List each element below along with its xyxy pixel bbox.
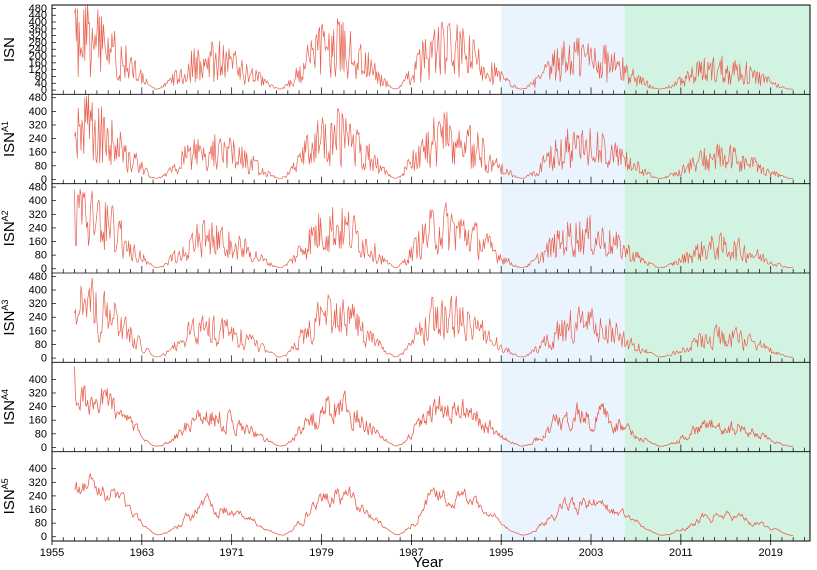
- plot-frame: [51, 4, 811, 542]
- y-title-base: ISN: [1, 489, 18, 514]
- x-tick-label: 1955: [40, 547, 64, 559]
- y-tick-label: 160: [29, 236, 47, 248]
- y-tick-label: 160: [29, 147, 47, 159]
- y-title-superscript: A4: [0, 389, 10, 400]
- y-tick-label: 400: [29, 17, 47, 29]
- y-tick-label: 80: [35, 339, 47, 351]
- series-layer: [74, 4, 794, 536]
- x-tick-label: 1995: [489, 547, 513, 559]
- y-tick-label: 320: [29, 30, 47, 42]
- x-tick-label: 2019: [758, 547, 782, 559]
- y-tick-label: 400: [29, 463, 47, 475]
- y-title-superscript: A1: [0, 121, 10, 132]
- x-tick-label: 2003: [579, 547, 603, 559]
- y-tick-label: 320: [29, 477, 47, 489]
- y-tick-label: 0: [41, 442, 47, 454]
- y-axis-title: ISNA4: [0, 389, 18, 425]
- y-tick-label: 240: [29, 222, 47, 234]
- y-tick-label: 320: [29, 119, 47, 131]
- y-tick-label: 440: [29, 10, 47, 22]
- y-tick-label: 480: [29, 92, 47, 104]
- y-tick-label: 240: [29, 44, 47, 56]
- y-tick-label: 360: [29, 23, 47, 35]
- y-tick-label: 240: [29, 490, 47, 502]
- y-axis-title: ISNA1: [0, 121, 18, 157]
- x-tick-label: 1971: [219, 547, 243, 559]
- y-tick-label: 160: [29, 57, 47, 69]
- y-tick-label: 80: [35, 160, 47, 172]
- y-tick-label: 0: [41, 353, 47, 365]
- y-tick-label: 240: [29, 133, 47, 145]
- series-line-4: [74, 277, 794, 358]
- y-tick-label: 0: [41, 174, 47, 186]
- y-tick-label: 80: [35, 428, 47, 440]
- y-tick-label: 0: [41, 263, 47, 275]
- y-title-base: ISN: [1, 400, 18, 425]
- y-tick-label: 400: [29, 106, 47, 118]
- x-tick-label: 1979: [309, 547, 333, 559]
- series-line-1: [74, 4, 794, 90]
- y-tick-label: 80: [35, 250, 47, 262]
- y-tick-label: 160: [29, 504, 47, 516]
- y-tick-label: 80: [35, 71, 47, 83]
- series-line-6: [74, 473, 794, 536]
- y-tick-label: 80: [35, 518, 47, 530]
- y-tick-label: 320: [29, 298, 47, 310]
- series-line-2: [74, 94, 794, 179]
- x-tick-label: 1987: [399, 547, 423, 559]
- y-tick-label: 280: [29, 37, 47, 49]
- y-title-superscript: A3: [0, 300, 10, 311]
- y-tick-label: 200: [29, 51, 47, 63]
- x-tick-label: 2011: [669, 547, 693, 559]
- series-line-3: [74, 188, 794, 269]
- y-axis-title: ISNA3: [0, 300, 18, 336]
- y-title-superscript: A5: [0, 478, 10, 489]
- y-tick-label: 480: [29, 182, 47, 194]
- y-title-base: ISN: [1, 132, 18, 157]
- y-tick-label: 320: [29, 387, 47, 399]
- y-tick-label: 480: [29, 3, 47, 15]
- y-tick-label: 40: [35, 78, 47, 90]
- y-axis-title: ISN: [1, 37, 18, 62]
- y-tick-label: 400: [29, 195, 47, 207]
- x-axis-title: Year: [413, 554, 443, 570]
- y-tick-label: 0: [41, 531, 47, 543]
- y-tick-label: 240: [29, 401, 47, 413]
- y-tick-label: 160: [29, 415, 47, 427]
- y-title-base: ISN: [1, 311, 18, 336]
- y-title-superscript: A2: [0, 210, 10, 221]
- y-tick-label: 320: [29, 209, 47, 221]
- series-line-5: [74, 366, 794, 447]
- y-tick-label: 120: [29, 64, 47, 76]
- y-title-base: ISN: [1, 37, 18, 62]
- y-tick-label: 240: [29, 312, 47, 324]
- y-tick-label: 0: [41, 85, 47, 97]
- y-axis-title: ISNA2: [0, 210, 18, 246]
- y-tick-label: 400: [29, 374, 47, 386]
- y-tick-label: 160: [29, 325, 47, 337]
- y-tick-label: 400: [29, 285, 47, 297]
- x-tick-label: 1963: [130, 547, 154, 559]
- y-title-base: ISN: [1, 221, 18, 246]
- y-tick-label: 480: [29, 271, 47, 283]
- y-axis-title: ISNA5: [0, 478, 18, 514]
- axes: 04080120160200240280320360400440480ISN08…: [0, 3, 811, 559]
